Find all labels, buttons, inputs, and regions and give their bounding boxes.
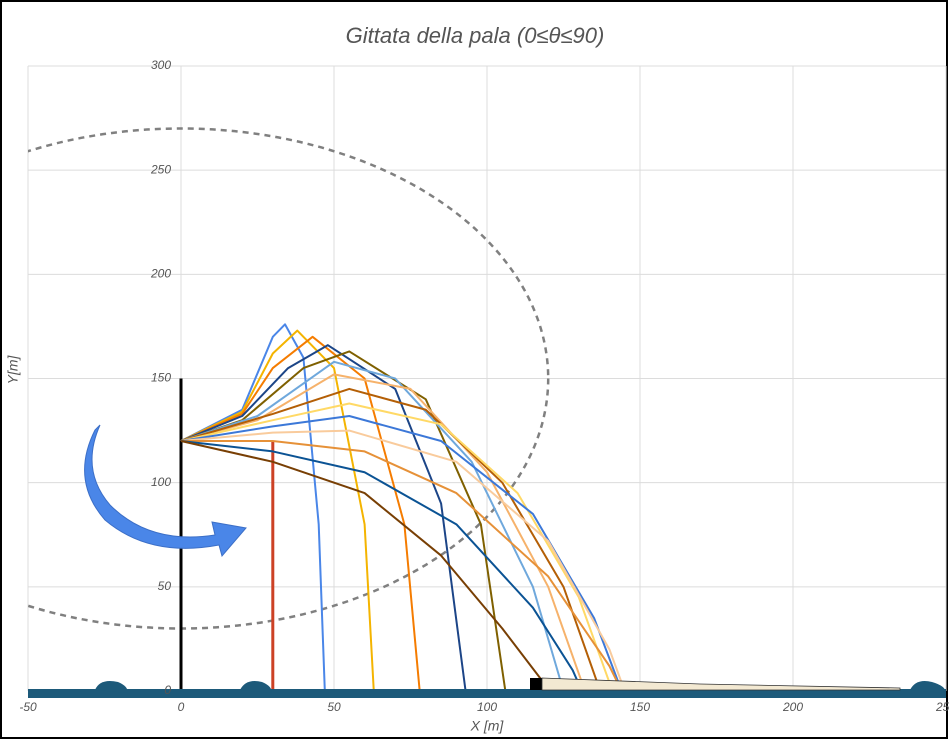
trajectory bbox=[271, 441, 543, 691]
ground-bump bbox=[240, 681, 272, 693]
ground-bump bbox=[910, 681, 946, 693]
y-tick-label: 300 bbox=[151, 58, 171, 72]
y-tick-label: 100 bbox=[151, 475, 171, 489]
x-tick-label: 50 bbox=[327, 700, 341, 714]
y-tick-label: 150 bbox=[151, 371, 171, 385]
ground-bump bbox=[95, 681, 128, 693]
x-tick-label: 250 bbox=[935, 700, 949, 714]
trajectory bbox=[180, 402, 614, 691]
blade-fragment bbox=[530, 678, 542, 690]
y-tick-label: 200 bbox=[150, 267, 171, 281]
ground bbox=[28, 689, 946, 698]
x-tick-label: 0 bbox=[178, 700, 185, 714]
x-tick-label: -50 bbox=[19, 700, 37, 714]
trajectory bbox=[180, 387, 602, 691]
x-tick-label: 150 bbox=[630, 700, 650, 714]
trajectory bbox=[180, 440, 583, 691]
trajectory bbox=[180, 415, 623, 691]
x-tick-label: 100 bbox=[477, 700, 497, 714]
trajectory bbox=[180, 373, 586, 691]
x-tick-label: 200 bbox=[782, 700, 803, 714]
trajectory bbox=[180, 329, 375, 691]
trajectory bbox=[180, 344, 467, 691]
y-tick-label: 50 bbox=[158, 579, 172, 593]
y-tick-label: 250 bbox=[150, 162, 171, 176]
trajectory bbox=[180, 429, 626, 691]
y-axis-label: Y[m] bbox=[5, 355, 21, 385]
trajectory bbox=[181, 440, 623, 691]
blade-shape bbox=[541, 677, 901, 691]
rotation-arrow bbox=[84, 424, 247, 558]
chart-title: Gittata della pala (0≤θ≤90) bbox=[346, 23, 605, 48]
trajectory bbox=[180, 360, 565, 691]
x-axis-label: X [m] bbox=[470, 718, 505, 734]
y-tick-label: 0 bbox=[164, 683, 171, 697]
